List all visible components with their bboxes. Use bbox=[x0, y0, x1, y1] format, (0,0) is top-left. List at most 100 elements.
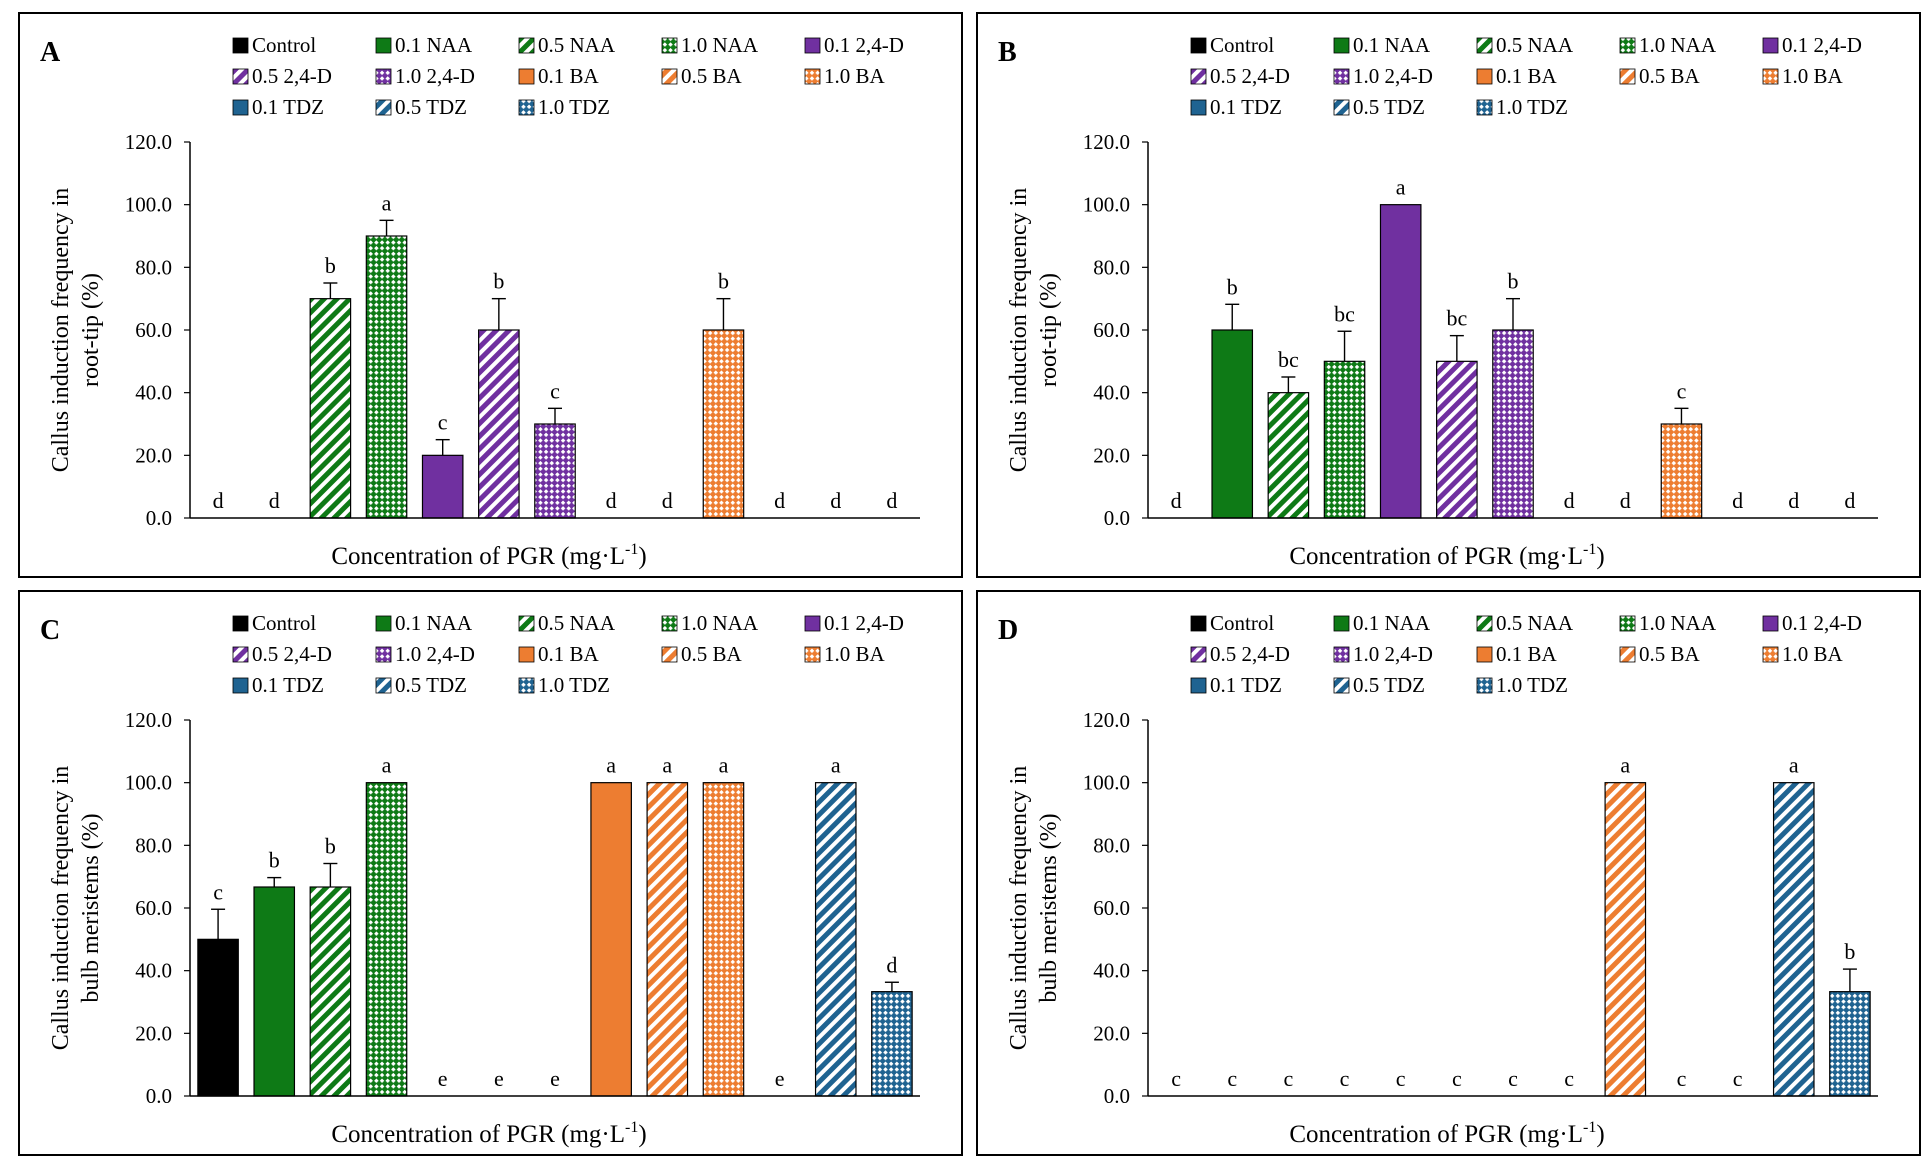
legend-item-0-1-naa: 0.1 NAA bbox=[1333, 611, 1431, 635]
significance-letter: b bbox=[1227, 274, 1238, 299]
legend-swatch bbox=[1619, 68, 1636, 85]
legend-label: 0.1 NAA bbox=[395, 33, 473, 57]
legend-swatch bbox=[1476, 37, 1493, 54]
bar-1-0-naa bbox=[365, 782, 408, 1097]
legend-swatch bbox=[1762, 37, 1779, 54]
legend-swatch bbox=[232, 646, 249, 663]
legend-swatch bbox=[232, 677, 249, 694]
significance-letter: c bbox=[1508, 1066, 1518, 1091]
significance-letter: c bbox=[1733, 1066, 1743, 1091]
y-axis-label: Callus induction frequency in root-tip (%… bbox=[1006, 188, 1062, 473]
legend-label: 0.1 NAA bbox=[1353, 33, 1431, 57]
legend-label: 0.1 NAA bbox=[1353, 611, 1431, 635]
bar-chart-d: D Control 0.1 NAA 0.5 NAA 1.0 NAA 0.1 2,4-D 0.… bbox=[998, 611, 1878, 1148]
y-tick-label: 0.0 bbox=[1104, 1084, 1130, 1108]
legend-swatch bbox=[1333, 615, 1350, 632]
legend-label: 0.1 BA bbox=[538, 64, 600, 88]
legend-label: 0.1 TDZ bbox=[252, 673, 324, 697]
legend-item-0-1-tdz: 0.1 TDZ bbox=[232, 673, 324, 697]
legend-swatch bbox=[1476, 99, 1493, 116]
error-bar bbox=[379, 219, 394, 236]
bar-1-0-tdz bbox=[871, 991, 913, 1097]
significance-letter: c bbox=[1284, 1066, 1294, 1091]
significance-letter: c bbox=[438, 410, 448, 435]
significance-letter: b bbox=[325, 253, 336, 278]
legend-swatch bbox=[375, 68, 392, 85]
legend-item-0-5-naa: 0.5 NAA bbox=[1476, 611, 1574, 635]
legend-item-0-1-naa: 0.1 NAA bbox=[375, 33, 473, 57]
x-axis-label: Concentration of PGR (mg·L-1) bbox=[331, 541, 646, 570]
legend-item-0-5-ba: 0.5 BA bbox=[661, 642, 743, 666]
legend-item-0-5-naa: 0.5 NAA bbox=[518, 611, 616, 635]
legend-item-1-0-naa: 1.0 NAA bbox=[1619, 33, 1717, 57]
legend-item-1-0-2-4-d: 1.0 2,4-D bbox=[1333, 64, 1433, 88]
legend-swatch bbox=[1762, 615, 1779, 632]
significance-letter: b bbox=[325, 834, 336, 859]
y-tick-label: 20.0 bbox=[1093, 1021, 1130, 1045]
significance-letter: d bbox=[1620, 488, 1631, 513]
bar-0-5-ba bbox=[1604, 782, 1647, 1097]
legend-item-0-1-naa: 0.1 NAA bbox=[375, 611, 473, 635]
y-tick-label: 120.0 bbox=[125, 708, 172, 732]
legend-item-1-0-tdz: 1.0 TDZ bbox=[1476, 673, 1568, 697]
legend-item-control: Control bbox=[232, 611, 316, 635]
legend-swatch bbox=[1619, 37, 1636, 54]
legend-label: 0.1 TDZ bbox=[1210, 95, 1282, 119]
error-bar bbox=[435, 438, 450, 456]
legend-label: 0.5 BA bbox=[1639, 642, 1701, 666]
significance-letter: d bbox=[1844, 488, 1855, 513]
significance-letter: a bbox=[831, 753, 841, 778]
significance-letter: e bbox=[550, 1066, 560, 1091]
significance-letter: e bbox=[438, 1066, 448, 1091]
legend-label: 0.1 2,4-D bbox=[824, 33, 904, 57]
y-tick-label: 0.0 bbox=[146, 506, 172, 530]
legend-item-1-0-2-4-d: 1.0 2,4-D bbox=[1333, 642, 1433, 666]
legend-swatch bbox=[1333, 68, 1350, 85]
legend-label: 1.0 BA bbox=[824, 64, 886, 88]
bar-chart-c: C Control 0.1 NAA 0.5 NAA 1.0 NAA 0.1 2,4-D 0.… bbox=[40, 611, 920, 1148]
bar-1-0-ba bbox=[702, 782, 745, 1097]
error-bar bbox=[323, 862, 338, 888]
significance-letter: d bbox=[774, 488, 785, 513]
legend-swatch bbox=[1333, 37, 1350, 54]
y-tick-label: 100.0 bbox=[1083, 771, 1130, 795]
error-bar bbox=[1674, 407, 1689, 424]
legend-item-0-5-naa: 0.5 NAA bbox=[518, 33, 616, 57]
legend-swatch bbox=[375, 615, 392, 632]
error-bar bbox=[491, 297, 506, 330]
legend-item-1-0-2-4-d: 1.0 2,4-D bbox=[375, 642, 475, 666]
legend-item-0-5-tdz: 0.5 TDZ bbox=[1333, 95, 1425, 119]
legend-swatch bbox=[518, 677, 535, 694]
bar-0-5-naa bbox=[309, 298, 352, 519]
significance-letter: a bbox=[1620, 753, 1630, 778]
error-bar bbox=[1281, 376, 1296, 393]
y-tick-label: 40.0 bbox=[135, 959, 172, 983]
legend-label: 1.0 2,4-D bbox=[1353, 64, 1433, 88]
bar-1-0-ba bbox=[702, 329, 745, 519]
error-bar bbox=[1337, 330, 1352, 362]
legend-label: 0.5 2,4-D bbox=[1210, 64, 1290, 88]
legend-label: 1.0 2,4-D bbox=[1353, 642, 1433, 666]
legend-swatch bbox=[518, 615, 535, 632]
y-tick-label: 60.0 bbox=[135, 318, 172, 342]
legend-swatch bbox=[1333, 677, 1350, 694]
legend-swatch bbox=[1333, 99, 1350, 116]
legend-label: Control bbox=[252, 611, 316, 635]
legend-swatch bbox=[232, 615, 249, 632]
significance-letter: c bbox=[1171, 1066, 1181, 1091]
legend-label: 0.1 BA bbox=[1496, 642, 1558, 666]
significance-letter: a bbox=[1789, 753, 1799, 778]
legend-swatch bbox=[1476, 646, 1493, 663]
significance-letter: b bbox=[269, 848, 280, 873]
x-axis-label: Concentration of PGR (mg·L-1) bbox=[1289, 1119, 1604, 1148]
y-tick-label: 60.0 bbox=[1093, 318, 1130, 342]
legend-item-0-5-ba: 0.5 BA bbox=[661, 64, 743, 88]
chart-panel-b: B Control 0.1 NAA 0.5 NAA 1.0 NAA 0.1 2,4-D 0.… bbox=[976, 12, 1921, 578]
significance-letter: e bbox=[775, 1066, 785, 1091]
error-bar bbox=[1225, 303, 1240, 330]
bar-1-0-naa bbox=[1323, 360, 1366, 519]
bar-1-0-ba bbox=[1660, 423, 1703, 519]
y-tick-label: 20.0 bbox=[135, 1021, 172, 1045]
legend-label: 0.5 BA bbox=[681, 64, 743, 88]
bar-0-1-naa bbox=[253, 886, 296, 1097]
